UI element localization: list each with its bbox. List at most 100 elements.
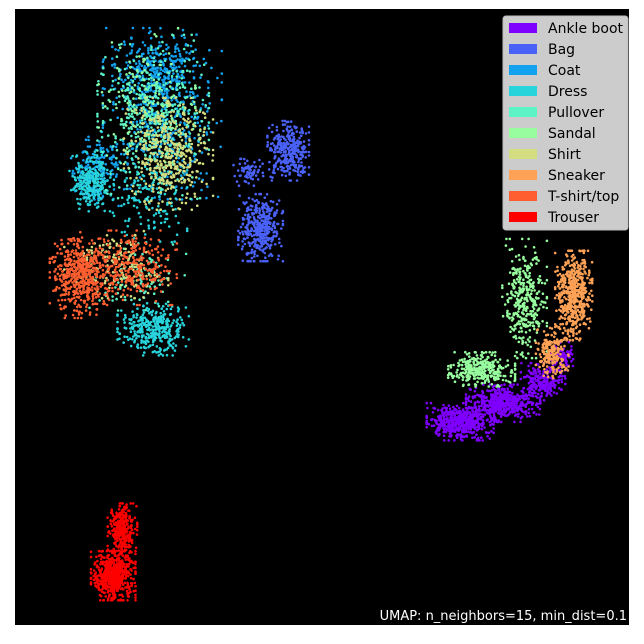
data-point — [526, 324, 530, 328]
data-point — [254, 192, 257, 196]
data-point — [482, 406, 486, 410]
data-point — [270, 130, 274, 134]
data-point — [498, 358, 502, 361]
data-point — [152, 178, 156, 182]
data-point — [137, 88, 141, 91]
data-point — [524, 405, 527, 409]
data-point — [241, 259, 245, 263]
data-point — [184, 252, 188, 256]
data-point — [88, 166, 92, 169]
data-point — [520, 353, 523, 356]
data-point — [532, 389, 536, 393]
data-point — [135, 106, 138, 109]
data-point — [448, 427, 452, 431]
data-point — [93, 156, 97, 159]
data-point — [185, 51, 188, 54]
data-point — [94, 171, 98, 175]
data-point — [256, 254, 259, 258]
data-point — [168, 313, 172, 316]
data-point — [486, 374, 490, 377]
data-point — [78, 165, 81, 169]
data-point — [464, 406, 468, 410]
data-point — [245, 166, 249, 170]
data-point — [109, 176, 112, 179]
data-point — [116, 327, 119, 331]
data-point — [174, 197, 178, 200]
data-point — [532, 307, 536, 311]
data-point — [484, 369, 487, 373]
data-point — [143, 84, 146, 88]
data-point — [548, 366, 551, 369]
data-point — [272, 144, 276, 147]
data-point — [471, 425, 475, 429]
data-point — [282, 160, 285, 163]
data-point — [111, 84, 114, 87]
data-point — [501, 295, 504, 299]
data-point — [69, 156, 73, 160]
data-point — [534, 379, 538, 383]
data-point — [188, 108, 191, 112]
data-point — [528, 371, 532, 374]
data-point — [480, 397, 484, 401]
data-point — [141, 93, 144, 96]
data-point — [131, 87, 134, 90]
data-point — [523, 317, 526, 321]
data-point — [172, 72, 175, 75]
data-point — [237, 207, 241, 211]
data-point — [481, 419, 485, 422]
data-point — [150, 76, 153, 80]
data-point — [99, 188, 102, 192]
data-point — [269, 244, 272, 247]
data-point — [490, 395, 493, 399]
data-point — [122, 142, 125, 146]
data-point — [71, 169, 75, 173]
data-point — [246, 217, 249, 220]
data-point — [176, 58, 179, 61]
data-point — [184, 96, 187, 100]
data-point — [238, 194, 241, 197]
data-point — [89, 171, 93, 174]
data-point — [96, 93, 99, 96]
data-point — [463, 372, 467, 375]
data-point — [147, 77, 151, 81]
data-point — [521, 396, 524, 400]
data-point — [501, 378, 505, 382]
data-point — [275, 134, 279, 138]
data-point — [132, 204, 136, 208]
data-point — [475, 408, 478, 411]
data-point — [241, 240, 244, 243]
data-point — [490, 430, 493, 433]
data-point — [80, 170, 84, 173]
data-point — [173, 192, 176, 196]
data-point — [84, 191, 88, 195]
data-point — [533, 316, 536, 319]
data-point — [176, 306, 180, 309]
data-point — [126, 95, 129, 98]
data-point — [87, 192, 90, 196]
data-point — [165, 108, 168, 112]
data-point — [163, 140, 167, 143]
data-point — [277, 157, 281, 161]
data-point — [147, 323, 150, 326]
data-point — [466, 397, 470, 401]
data-point — [537, 324, 541, 328]
data-point — [450, 424, 454, 428]
data-point — [298, 164, 302, 168]
data-point — [180, 73, 184, 77]
data-point — [189, 197, 192, 201]
data-point — [136, 183, 139, 187]
data-point — [276, 222, 280, 226]
data-point — [475, 354, 479, 357]
data-point — [275, 234, 278, 238]
data-point — [244, 180, 248, 184]
data-point — [516, 399, 520, 403]
data-point — [165, 212, 168, 216]
data-point — [516, 406, 519, 409]
data-point — [514, 281, 518, 285]
data-point — [164, 302, 168, 306]
data-point — [206, 80, 210, 83]
data-point — [111, 45, 114, 49]
data-point — [144, 308, 147, 312]
data-point — [179, 55, 182, 58]
data-point — [160, 307, 163, 311]
